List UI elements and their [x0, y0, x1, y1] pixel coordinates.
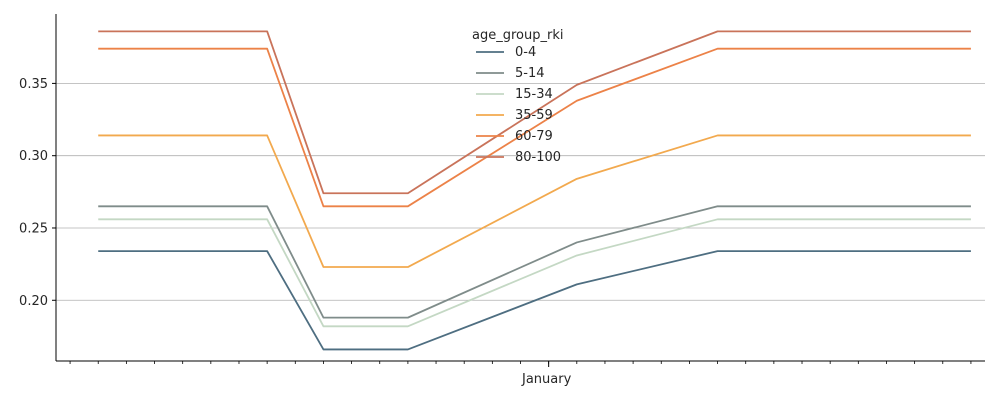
x-axis-label: January	[521, 372, 572, 387]
grid-lines	[56, 83, 985, 301]
x-axis-ticks	[69, 361, 972, 367]
series-line-15-34	[98, 218, 971, 328]
legend-label-80-100: 80-100	[515, 150, 561, 165]
series-line-35-59	[98, 134, 971, 268]
series-line-80-100	[98, 30, 971, 195]
legend-label-15-34: 15-34	[515, 87, 553, 102]
legend-label-5-14: 5-14	[515, 66, 545, 81]
legend-title: age_group_rki	[472, 28, 563, 43]
y-tick-label-3: 0.35	[19, 77, 48, 92]
legend-items: 0-4 5-14 15-34 35-59 60-79 80-100	[476, 45, 561, 165]
series-lines	[98, 30, 971, 351]
series-line-5-14	[98, 205, 971, 319]
series-line-0-4	[98, 250, 971, 351]
y-tick-label-0: 0.20	[19, 294, 48, 309]
legend-label-0-4: 0-4	[515, 45, 536, 60]
y-tick-label-1: 0.25	[19, 221, 48, 236]
y-axis-ticks: 0.20 0.25 0.30 0.35	[19, 77, 56, 309]
y-tick-label-2: 0.30	[19, 149, 48, 164]
legend: age_group_rki 0-4 5-14 15-34 35-59 60-79 80-1…	[472, 28, 563, 165]
legend-label-60-79: 60-79	[515, 129, 553, 144]
series-line-60-79	[98, 47, 971, 208]
legend-label-35-59: 35-59	[515, 108, 553, 123]
